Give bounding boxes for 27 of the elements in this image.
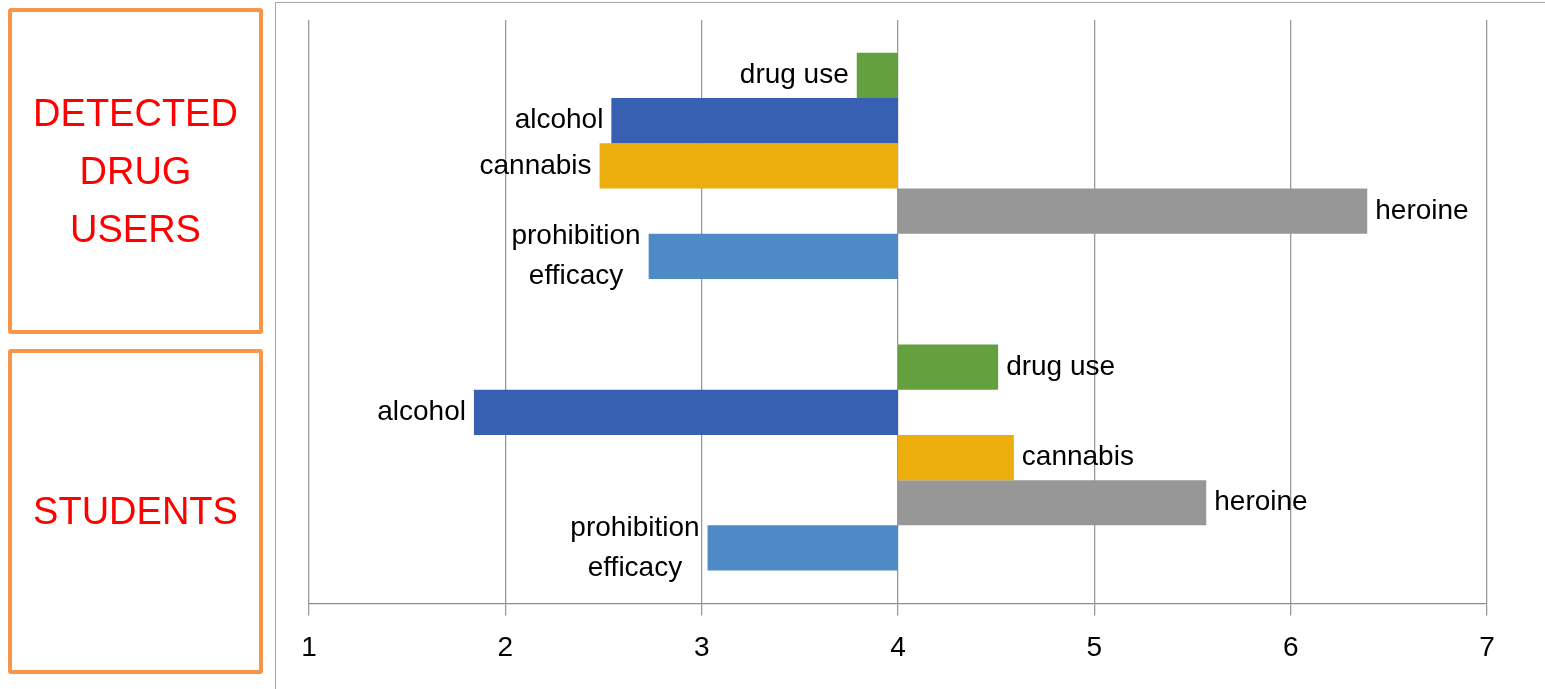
text: prohibition efficacy [570, 510, 700, 582]
series-label: prohibition efficacy [511, 219, 641, 290]
x-tick-label: 2 [497, 630, 514, 662]
y-tick-label: DETECTED DRUG USERS [8, 8, 263, 334]
text: heroine [1214, 485, 1308, 517]
series-label: heroine [1375, 193, 1469, 225]
x-tick-label: 4 [890, 630, 906, 662]
x-tick-label: 5 [1086, 630, 1103, 662]
text: alcohol [377, 395, 466, 427]
bar [707, 525, 898, 571]
x-tick-label: 1 [301, 630, 317, 662]
bar [599, 143, 898, 189]
bar [898, 434, 1014, 481]
bar [611, 98, 898, 144]
x-tick-label: 3 [693, 630, 710, 662]
series-label: cannabis [479, 148, 592, 180]
text: cannabis [1021, 440, 1134, 472]
bar [473, 389, 898, 435]
series-label: alcohol [514, 103, 604, 135]
y-tick-label: STUDENTS [8, 348, 263, 674]
bar [648, 233, 898, 279]
x-tick-label: 7 [1479, 630, 1495, 662]
bar [856, 52, 898, 99]
text: drug use [1006, 349, 1116, 381]
x-tick-label: 6 [1282, 630, 1299, 662]
bar [898, 344, 999, 390]
series-label: drug use [739, 58, 849, 90]
